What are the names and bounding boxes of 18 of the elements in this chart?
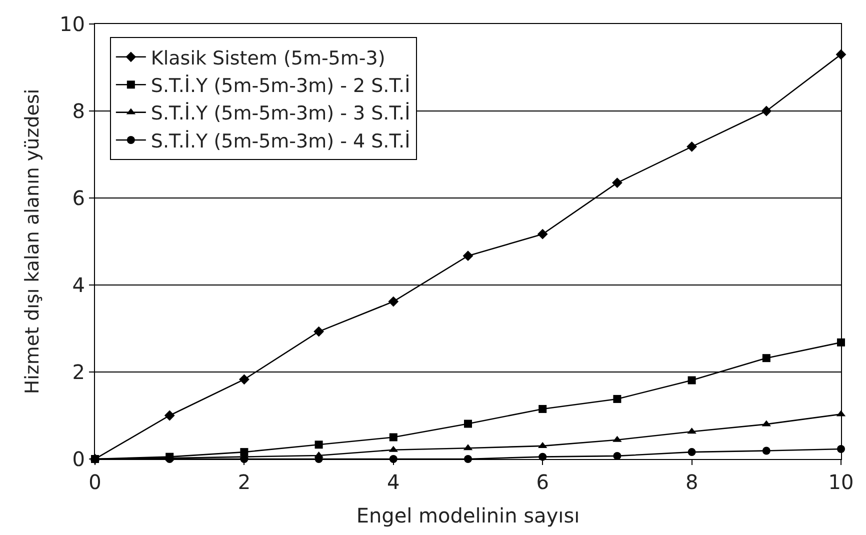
legend-label: S.T.İ.Y (5m-5m-3m) - 3 S.T.İ bbox=[150, 102, 410, 125]
y-axis-title: Hizmet dışı kalan alanın yüzdesi bbox=[21, 88, 44, 394]
x-tick-label: 4 bbox=[387, 470, 400, 494]
y-tick-label: 0 bbox=[72, 447, 85, 471]
x-axis-title: Engel modelinin sayısı bbox=[356, 504, 580, 528]
x-tick-label: 8 bbox=[685, 470, 698, 494]
y-tick-label: 10 bbox=[60, 12, 85, 36]
x-tick-label: 2 bbox=[238, 470, 251, 494]
y-tick-label: 2 bbox=[72, 360, 85, 384]
y-tick-label: 4 bbox=[72, 273, 85, 297]
legend-label: Klasik Sistem (5m-5m-3) bbox=[150, 47, 386, 70]
x-tick-label: 0 bbox=[88, 470, 102, 494]
x-tick-label: 10 bbox=[828, 470, 854, 494]
legend-label: S.T.İ.Y (5m-5m-3m) - 4 S.T.İ bbox=[150, 129, 410, 152]
y-tick-label: 6 bbox=[72, 186, 85, 210]
legend-label: S.T.İ.Y (5m-5m-3m) - 2 S.T.İ bbox=[150, 74, 410, 98]
y-tick-label: 8 bbox=[72, 99, 85, 123]
x-tick-label: 6 bbox=[536, 470, 549, 494]
